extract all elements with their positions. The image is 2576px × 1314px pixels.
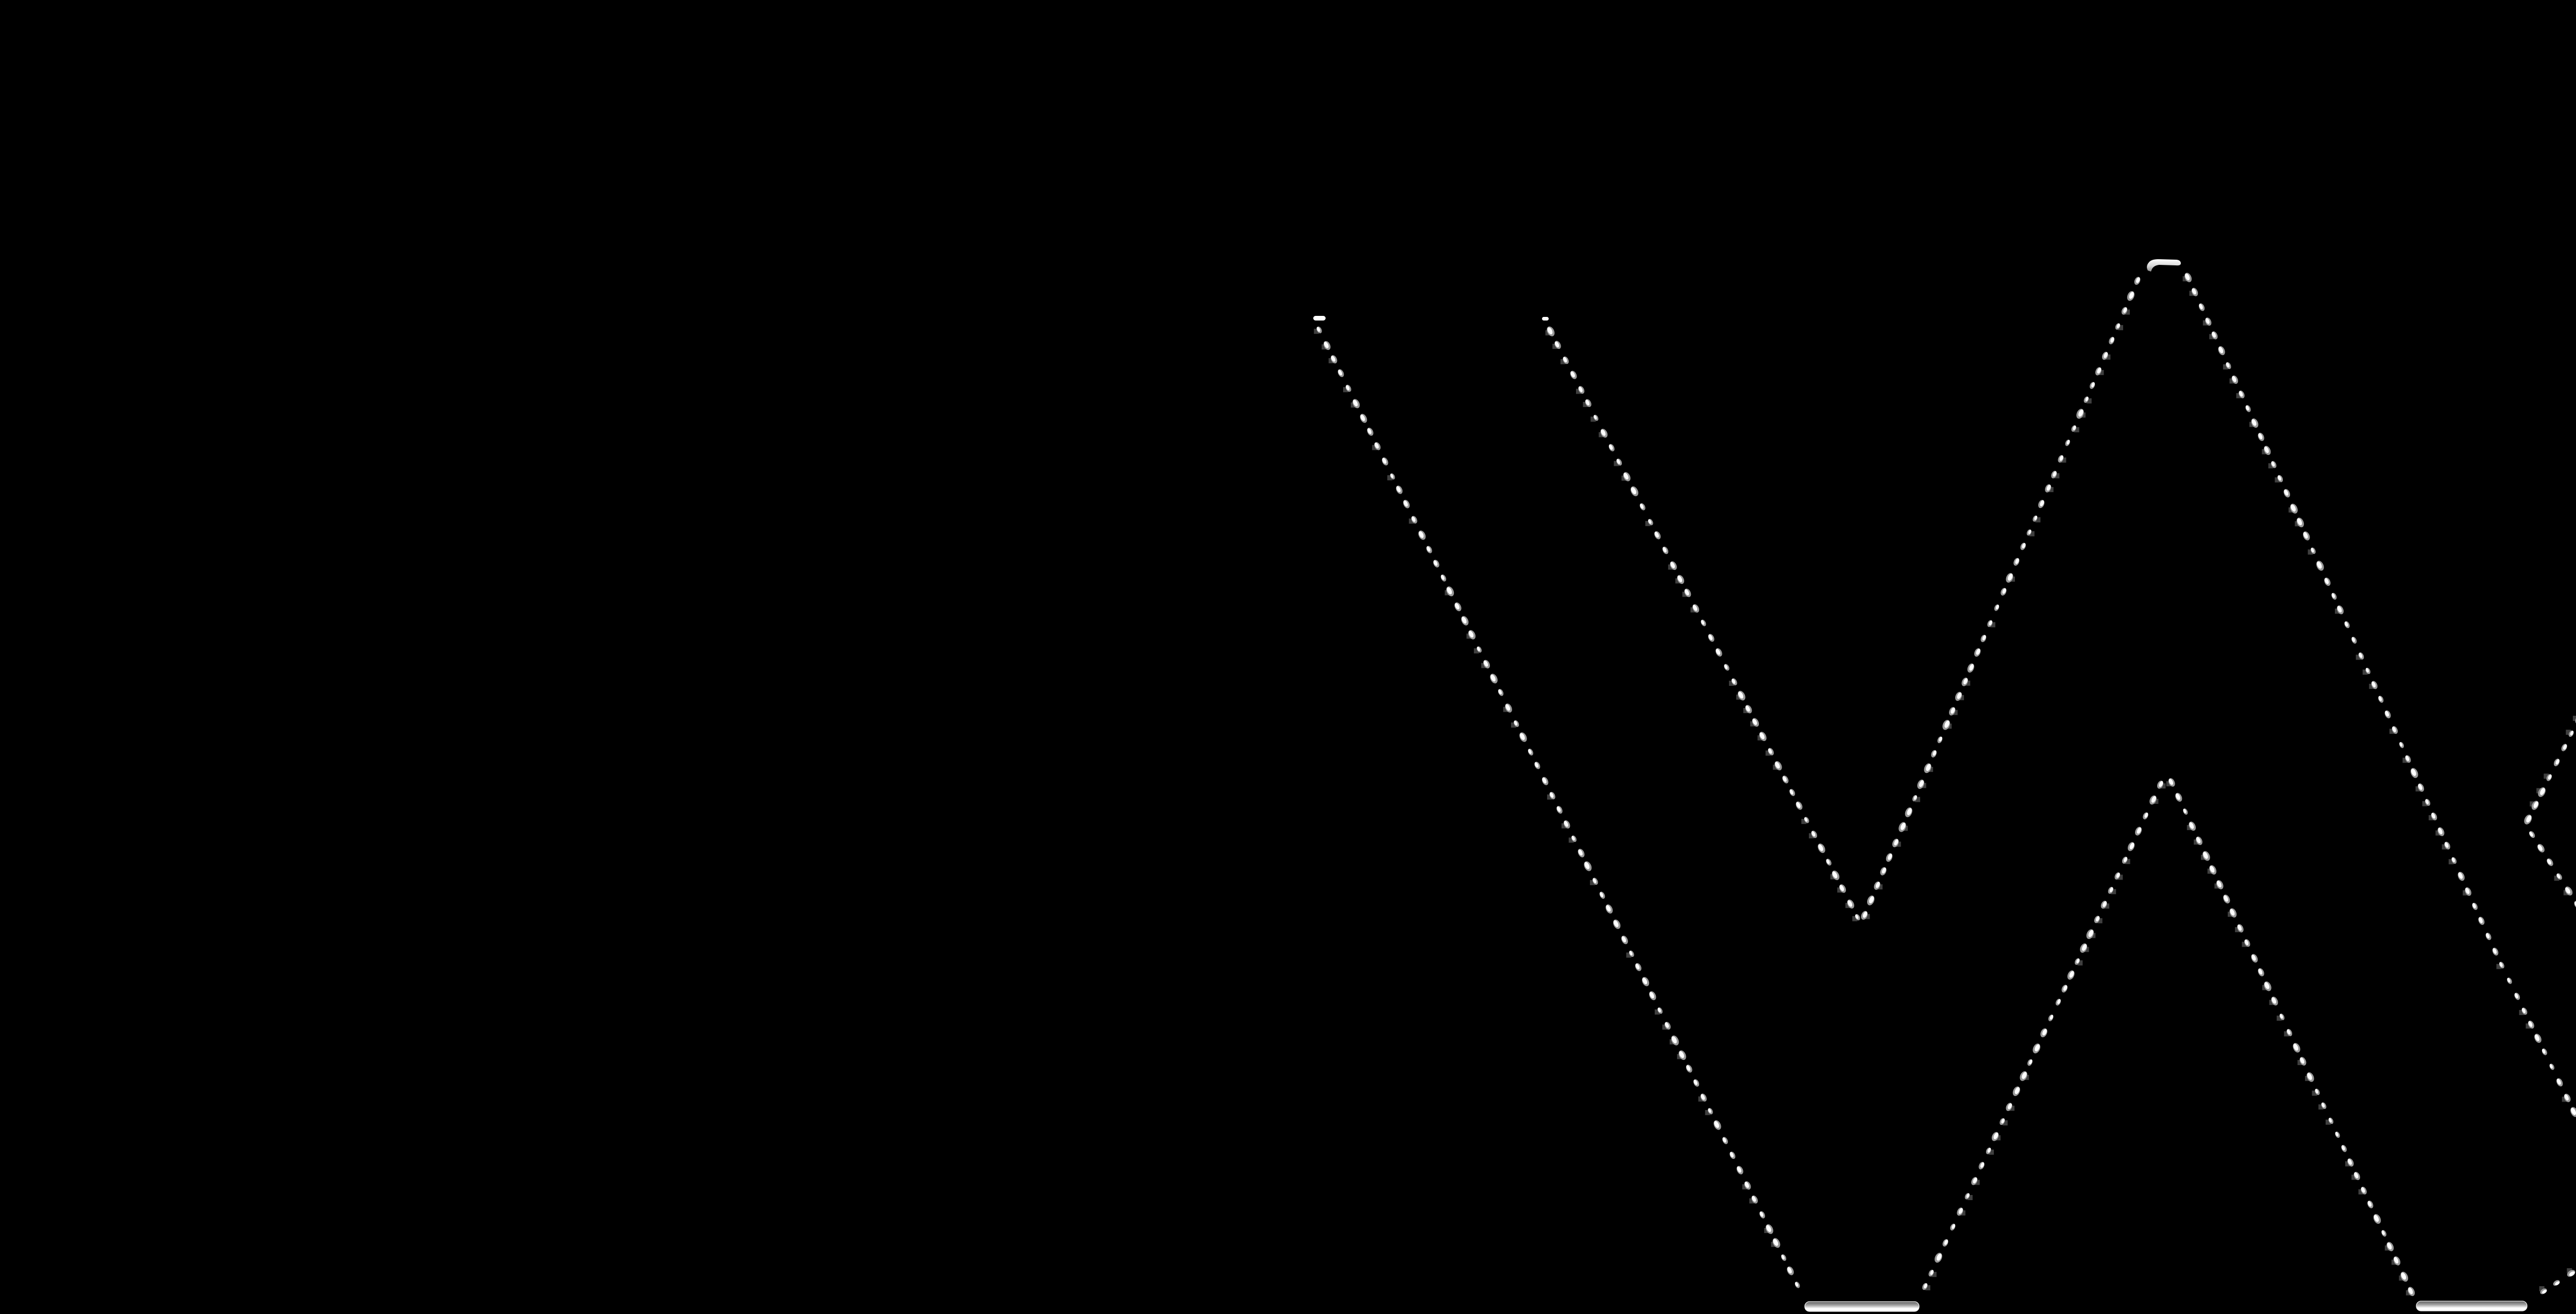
stroke3-right-edge-with-bottom-hook-dotted xyxy=(2182,273,2576,1294)
stroke2-left-edge-dotted xyxy=(1861,277,2141,920)
stroke3-left-edge-dotted xyxy=(2166,778,2415,1296)
valley2-base-bar xyxy=(2416,1301,2528,1311)
top-left-tip-dash xyxy=(1313,316,1326,321)
valley1-base-bar xyxy=(1804,1301,1920,1312)
stroke2-right-edge-dotted xyxy=(1922,780,2166,1291)
inner-left-tip-dash xyxy=(1542,317,1549,321)
stroke1-inner-right-edge-dotted xyxy=(1545,326,1860,921)
final-zigzag-tail-dotted xyxy=(2524,716,2576,909)
middle-peak-cap xyxy=(2147,259,2181,272)
stroke1-outer-left-edge-dotted xyxy=(1314,326,1800,1288)
